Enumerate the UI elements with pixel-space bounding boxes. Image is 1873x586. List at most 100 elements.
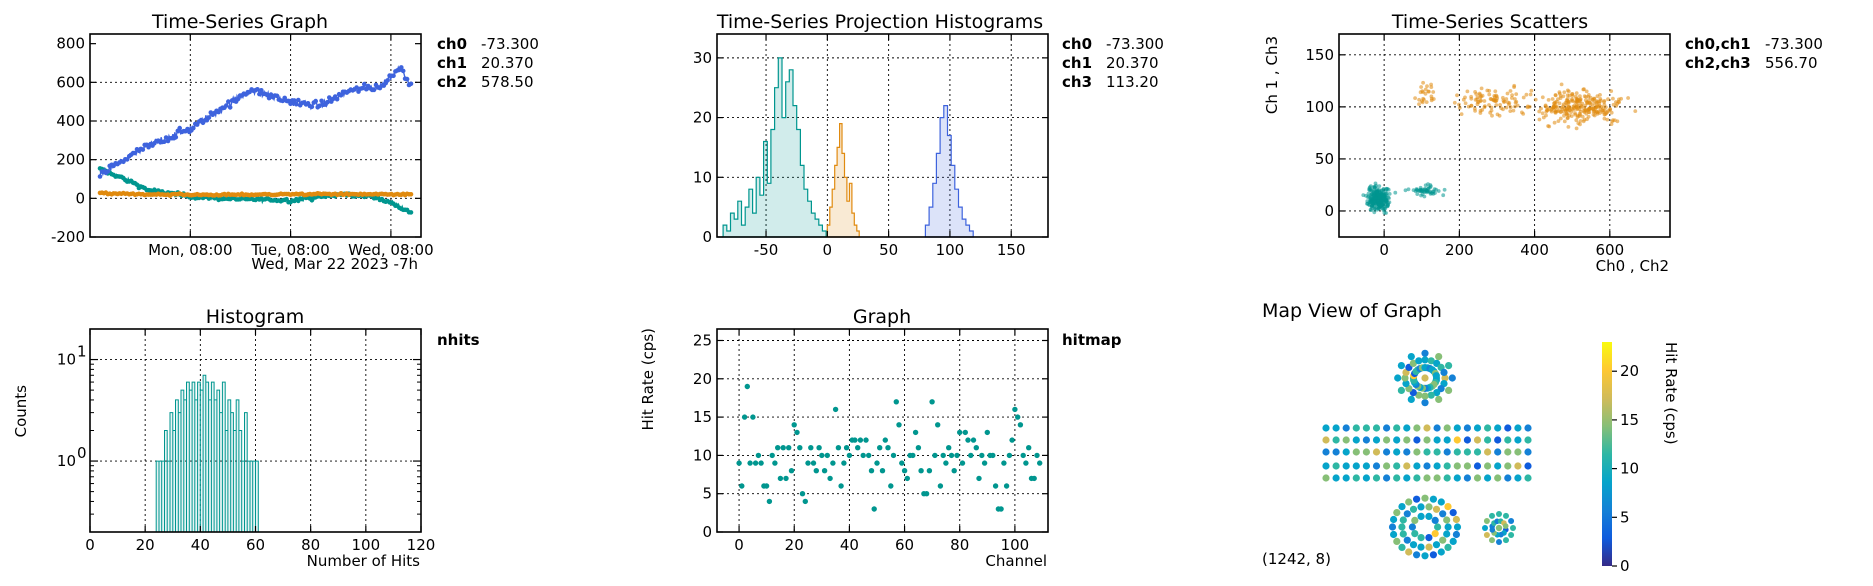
map-pixel [1514, 462, 1522, 470]
data-point [1403, 188, 1408, 193]
map-pixel [1484, 424, 1492, 432]
data-point [1592, 113, 1597, 118]
map-pixel [1401, 374, 1409, 382]
data-point [1020, 452, 1026, 459]
data-point [1556, 105, 1560, 110]
map-pixel [1524, 474, 1532, 482]
map-pixel [1342, 436, 1350, 444]
map-pixel [1383, 474, 1391, 482]
data-point [1539, 106, 1543, 111]
map-pixel [1425, 503, 1433, 511]
data-point [325, 99, 330, 105]
data-point [984, 429, 990, 436]
data-point [1502, 100, 1506, 104]
data-point [896, 422, 902, 428]
data-point [843, 445, 850, 451]
y-tick-label: 15 [693, 408, 712, 426]
map-pixel [1421, 356, 1429, 364]
panel-projection-histograms: Time-Series Projection Histograms 30 20 10… [693, 11, 1164, 259]
map-pixel [1405, 498, 1413, 506]
x-axis-label: Channel [985, 552, 1047, 570]
map-pixel [1372, 424, 1381, 432]
data-point [1544, 113, 1548, 118]
data-point [874, 460, 880, 466]
data-point [1428, 189, 1432, 194]
data-point [1490, 113, 1494, 118]
map-pixel [1437, 498, 1445, 506]
data-point [371, 87, 377, 93]
data-point [915, 445, 922, 451]
map-pixel [1383, 436, 1391, 444]
data-point [1609, 122, 1614, 126]
data-point [1373, 181, 1378, 186]
map-pixel [1433, 424, 1441, 432]
data-point [1513, 104, 1517, 109]
map-pixel [1433, 389, 1441, 397]
data-point [780, 445, 786, 451]
x-tick-label: 0 [1379, 241, 1389, 259]
chart-title: Histogram [206, 306, 305, 328]
map-pixel [1407, 395, 1415, 403]
data-point [408, 81, 414, 87]
data-point [1371, 193, 1376, 198]
data-point [399, 65, 404, 70]
data-point [1564, 107, 1568, 112]
data-point [786, 445, 792, 451]
map-pixel [1413, 495, 1421, 503]
data-point [1479, 86, 1484, 91]
map-pixel [1431, 530, 1439, 538]
data-point [838, 483, 844, 489]
data-point [163, 135, 169, 140]
data-point [1578, 112, 1583, 117]
map-pixel [1508, 518, 1515, 524]
data-point [1557, 101, 1562, 106]
data-point [1474, 92, 1479, 96]
y-tick-label-exp: 1 [77, 343, 87, 361]
data-point [1425, 84, 1429, 88]
map-pixel [1433, 436, 1441, 444]
data-point [1553, 93, 1558, 98]
data-point [1606, 97, 1610, 102]
x-tick-label: -50 [754, 241, 779, 259]
y-tick-label-base: 10 [57, 351, 76, 369]
data-point [788, 468, 795, 474]
map-pixel [1332, 448, 1340, 456]
data-point [1559, 109, 1563, 114]
data-point [1504, 105, 1509, 110]
data-point [1372, 210, 1377, 215]
map-pixel [1415, 357, 1423, 365]
map-pixel [1431, 516, 1439, 525]
map-pixel [1413, 551, 1421, 559]
map-pixel [1423, 462, 1431, 470]
map-pixel [1483, 518, 1490, 524]
data-point [1419, 85, 1423, 89]
map-pixel [1504, 424, 1512, 432]
map-pixel [1411, 516, 1419, 525]
map-pixel [1504, 448, 1512, 456]
legend-value: -73.300 [1106, 35, 1164, 53]
data-point [1428, 183, 1433, 187]
data-point [140, 147, 146, 152]
y-tick-label: 50 [1315, 150, 1334, 168]
chart-title: Time-Series Graph [151, 11, 328, 33]
map-pixel [1408, 523, 1416, 531]
data-point [1602, 116, 1607, 121]
y-tick-label: 0 [75, 189, 85, 207]
x-axis-label: Ch0 , Ch2 [1596, 257, 1669, 275]
data-point [1562, 90, 1567, 95]
chart-title: Map View of Graph [1262, 300, 1442, 322]
map-pixel [1443, 436, 1451, 444]
data-point [1595, 100, 1600, 104]
map-pixel [1322, 436, 1330, 444]
data-point [1587, 110, 1592, 115]
data-point [191, 125, 196, 131]
map-pixel [1372, 436, 1381, 444]
x-tick-label: 0 [734, 536, 744, 554]
data-point [821, 468, 828, 474]
data-point [266, 95, 272, 101]
map-pixel [1399, 516, 1407, 524]
map-pixel [1524, 462, 1532, 470]
data-point [1387, 200, 1392, 205]
data-point [1385, 187, 1390, 191]
